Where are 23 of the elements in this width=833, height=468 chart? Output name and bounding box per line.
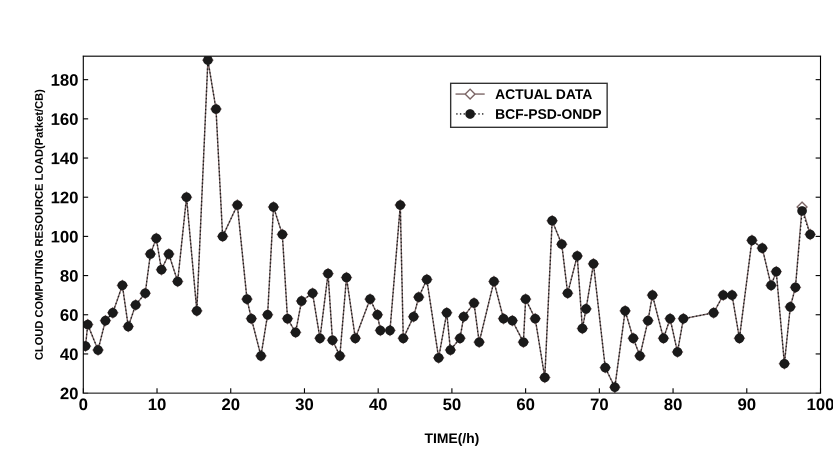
x-axis-title: TIME(/h) bbox=[424, 432, 479, 446]
y-tick-label: 100 bbox=[52, 230, 78, 243]
x-tick-label: 10 bbox=[148, 398, 166, 410]
legend-label: ACTUAL DATA bbox=[495, 89, 592, 100]
y-tick-label: 180 bbox=[52, 74, 78, 86]
y-tick-label: 120 bbox=[52, 192, 78, 204]
y-tick-label: 40 bbox=[60, 348, 78, 360]
y-tick-label: 60 bbox=[60, 309, 78, 321]
x-tick-label: 80 bbox=[664, 398, 682, 410]
y-axis-title: CLOUD COMPUTING RESOURCE LOAD(Patket/CB) bbox=[34, 90, 46, 360]
x-tick-label: 70 bbox=[590, 398, 608, 410]
x-tick-label: 40 bbox=[369, 398, 387, 410]
x-tick-label: 20 bbox=[222, 398, 240, 410]
y-tick-label: 140 bbox=[52, 152, 78, 164]
x-tick-label: 60 bbox=[516, 398, 534, 410]
x-tick-label: 90 bbox=[738, 398, 756, 410]
y-tick-label: 20 bbox=[60, 388, 78, 400]
x-tick-label: 0 bbox=[79, 398, 88, 410]
x-tick-label: 50 bbox=[443, 398, 460, 410]
y-tick-label: 160 bbox=[52, 113, 78, 126]
x-tick-label: 30 bbox=[296, 398, 314, 410]
y-tick-label: 80 bbox=[60, 270, 78, 282]
legend-label: BCF-PSD-ONDP bbox=[496, 109, 602, 119]
